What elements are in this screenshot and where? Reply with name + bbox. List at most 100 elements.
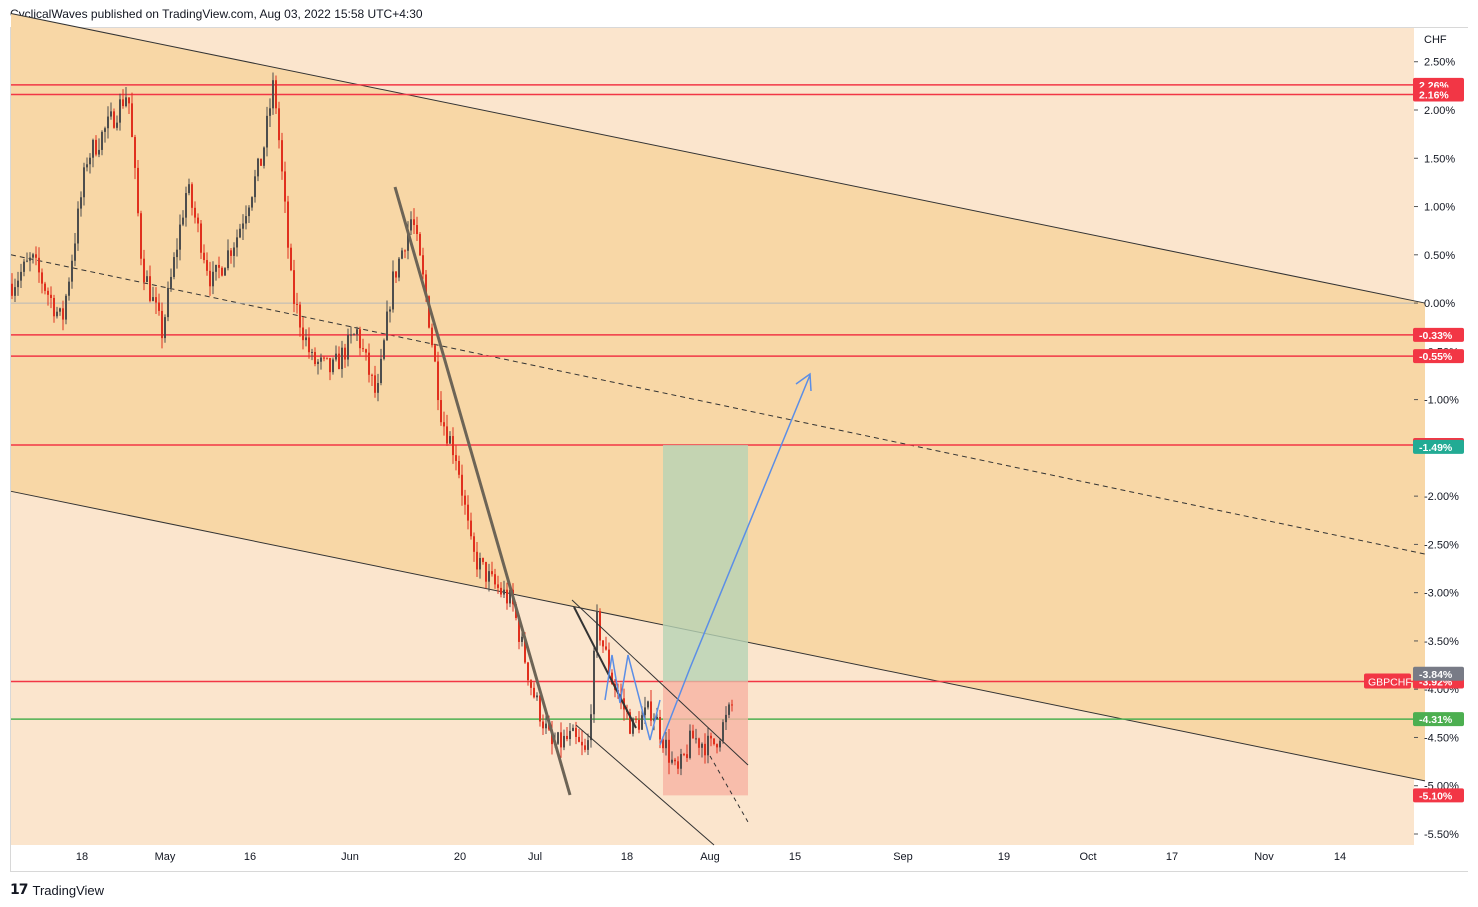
candle-body: [140, 213, 142, 259]
candle: [245, 205, 247, 230]
candle-body: [722, 722, 724, 741]
candle: [329, 357, 331, 381]
candle-body: [575, 727, 577, 737]
candle-body: [674, 759, 676, 762]
candle: [491, 561, 493, 577]
candle: [449, 431, 451, 444]
candle-body: [224, 268, 226, 276]
candle-body: [455, 455, 457, 462]
candle-body: [503, 589, 505, 595]
candle-body: [656, 717, 658, 720]
candle: [470, 512, 472, 540]
candle-body: [683, 754, 685, 756]
candle: [692, 724, 694, 739]
candle-body: [284, 171, 286, 202]
candle: [227, 239, 229, 271]
candle-body: [677, 761, 679, 769]
candle-body: [542, 721, 544, 729]
candle-body: [470, 520, 472, 537]
candle: [728, 702, 730, 719]
candle: [23, 258, 25, 277]
candle: [200, 220, 202, 259]
candle: [284, 161, 286, 213]
candle: [215, 264, 217, 281]
candle: [326, 357, 328, 360]
candle: [74, 232, 76, 267]
candle-body: [371, 374, 373, 376]
candle-body: [497, 584, 499, 588]
candle-body: [665, 739, 667, 749]
candle-body: [431, 327, 433, 346]
candle: [527, 661, 529, 686]
candle-body: [602, 640, 604, 647]
candle-body: [221, 267, 223, 276]
position-target-zone: [663, 444, 748, 682]
candle-body: [719, 740, 721, 748]
candle-body: [89, 157, 91, 165]
candle-body: [713, 738, 715, 745]
candle: [317, 359, 319, 375]
candle: [593, 647, 595, 723]
candle: [221, 266, 223, 277]
candle-body: [80, 197, 82, 209]
tradingview-logo-icon[interactable]: 17: [10, 882, 29, 898]
candle: [149, 265, 151, 303]
candle: [353, 333, 355, 336]
forecast-arrow-head-icon: [795, 372, 812, 392]
candle-body: [14, 287, 16, 296]
price-badge-label: -3.84%: [1419, 669, 1453, 681]
candle-body: [191, 184, 193, 208]
candle-body: [341, 347, 343, 370]
candle: [401, 247, 403, 260]
candle-body: [35, 254, 37, 258]
candle-body: [587, 740, 589, 750]
candle: [248, 205, 250, 224]
candle: [224, 267, 226, 276]
candle: [545, 714, 547, 735]
candle: [14, 278, 16, 302]
candle: [455, 445, 457, 471]
candle: [263, 146, 265, 169]
candle-body: [335, 353, 337, 360]
candle: [602, 639, 604, 654]
candle: [335, 345, 337, 362]
candle-body: [38, 257, 40, 273]
candle: [443, 411, 445, 436]
candle: [158, 293, 160, 316]
brand-name: TradingView: [32, 882, 105, 898]
candle: [86, 157, 88, 172]
candle-body: [692, 730, 694, 739]
candle: [710, 732, 712, 747]
candle: [110, 102, 112, 120]
candle: [71, 254, 73, 289]
candle-body: [68, 281, 70, 296]
price-badge-label: -1.49%: [1419, 442, 1453, 454]
channel-fill: [11, 13, 1425, 781]
candle-body: [389, 309, 391, 312]
candle: [677, 756, 679, 775]
candle-body: [230, 250, 232, 256]
candle: [671, 751, 673, 765]
candle-body: [119, 99, 121, 123]
candle-body: [416, 225, 418, 234]
candle-body: [320, 357, 322, 362]
candle: [98, 138, 100, 158]
candle: [260, 158, 262, 166]
candle: [116, 115, 118, 131]
candle: [422, 247, 424, 280]
candle: [434, 343, 436, 363]
x-tick-label: Jun: [341, 851, 359, 863]
candle: [173, 252, 175, 280]
candle-body: [635, 718, 637, 720]
x-tick-label: 20: [454, 851, 466, 863]
candle-body: [530, 680, 532, 688]
candle-body: [161, 310, 163, 339]
candle-body: [506, 589, 508, 604]
candle: [338, 346, 340, 370]
candle: [473, 532, 475, 562]
candle-body: [11, 283, 13, 296]
candle: [167, 281, 169, 322]
small-trendline: [573, 606, 637, 729]
y-tick-label: -2.50%: [1424, 539, 1459, 551]
